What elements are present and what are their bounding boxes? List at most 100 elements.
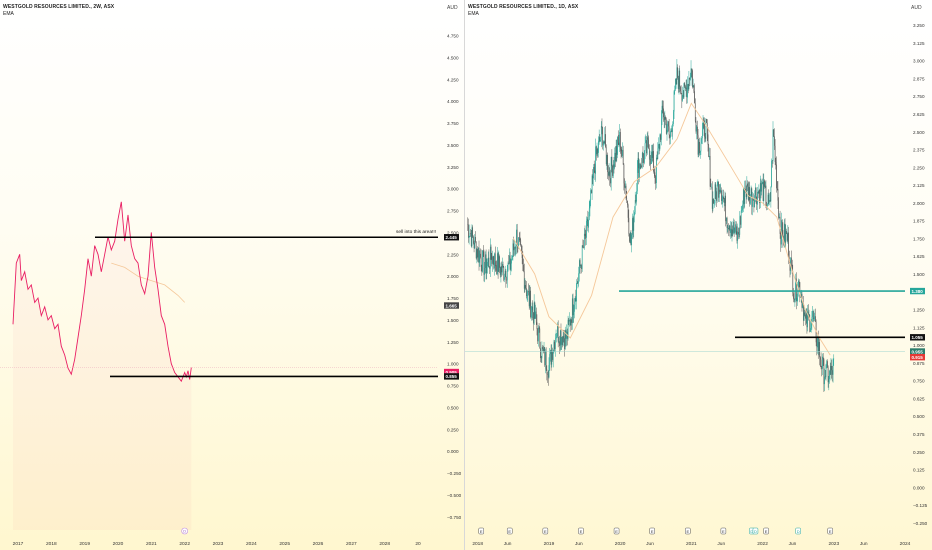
candle-body: [535, 311, 536, 319]
candle-body: [653, 151, 654, 172]
candle-body: [560, 330, 562, 345]
candle-body: [511, 258, 512, 264]
candle-body: [494, 253, 496, 266]
candle-body: [564, 338, 565, 350]
chart-pane-left[interactable]: WESTGOLD RESOURCES LIMITED., 2W, ASX EMA…: [0, 0, 465, 550]
candle-body: [685, 87, 687, 89]
candle-body: [829, 370, 831, 375]
candle-body: [571, 298, 573, 323]
candle-body: [487, 257, 489, 262]
candle-body: [738, 232, 739, 235]
candle-body: [542, 348, 544, 352]
candle-body: [669, 134, 671, 138]
candle-body: [639, 163, 640, 178]
candle-body: [611, 156, 613, 166]
candle-body: [694, 91, 695, 104]
y-tick-label: 0.000: [447, 449, 459, 454]
candle-body: [782, 230, 784, 241]
candle-body: [646, 140, 647, 154]
candle-body: [675, 78, 677, 85]
candle-body: [656, 157, 657, 184]
x-tick-label: 2028: [379, 541, 390, 547]
candle-body: [730, 228, 732, 237]
candle-body: [693, 85, 695, 92]
candle-body: [786, 230, 787, 234]
candle-body: [673, 111, 674, 125]
earnings-event-marker: [827, 527, 833, 535]
event-marker-label: D: [183, 529, 186, 534]
candle-body: [755, 187, 757, 198]
y-tick-label: 3.125: [913, 41, 925, 46]
candle-body: [731, 229, 733, 237]
candle-body: [832, 359, 834, 375]
candle-body: [747, 183, 748, 187]
candle-body: [773, 129, 775, 137]
candle-body: [532, 306, 534, 313]
candle-body: [673, 91, 675, 112]
candle-body: [577, 281, 579, 284]
candle-body: [598, 137, 600, 141]
candle-body: [752, 197, 754, 201]
chart-canvas-right[interactable]: AUD 3.250 3.125 3.000 2.875 2.750 2.625 2.500 2.…: [465, 0, 932, 550]
candle-body: [822, 356, 823, 369]
earnings-event-marker: [506, 527, 513, 535]
candle-body: [595, 146, 597, 155]
candle-body: [531, 306, 533, 311]
candle-body: [692, 85, 694, 88]
price-label-box: [910, 287, 925, 295]
candle-body: [651, 151, 653, 158]
candle-body: [610, 156, 612, 184]
currency-label: AUD: [911, 5, 922, 11]
candle-body: [605, 134, 606, 147]
candle-body: [515, 245, 517, 249]
candle-body: [737, 232, 739, 241]
candle-body: [688, 77, 690, 90]
candle-body: [707, 134, 709, 145]
candle-body: [756, 197, 758, 205]
candle-body: [753, 200, 755, 208]
candle-body: [625, 185, 627, 199]
candle-body: [534, 302, 536, 319]
candle-body: [557, 324, 559, 342]
candle-body: [616, 146, 618, 155]
candle-body: [687, 84, 688, 98]
candle-body: [518, 237, 520, 239]
candle-body: [825, 364, 827, 378]
candle-body: [665, 119, 667, 134]
candle-body: [514, 247, 516, 249]
candle-body: [764, 180, 765, 187]
candle-body: [575, 298, 577, 302]
candle-body: [620, 149, 622, 152]
price-label-box: [444, 234, 459, 241]
candle-body: [754, 187, 756, 196]
candle-body: [592, 175, 594, 179]
candle-body: [650, 159, 652, 164]
earnings-event-marker: [578, 527, 584, 535]
chart-canvas-left[interactable]: AUD 4.750 4.500 4.250 4.000 3.750 3.500 3.250 3.…: [0, 0, 464, 550]
candle-body: [694, 103, 696, 122]
candle-body: [557, 324, 558, 337]
candle-body: [713, 198, 714, 204]
x-tick-label: 2018: [46, 541, 57, 547]
candle-body: [683, 83, 685, 98]
candle-body: [610, 178, 611, 184]
candle-body: [475, 236, 476, 242]
candle-body: [823, 359, 825, 385]
candle-body: [486, 266, 488, 274]
y-tick-label: 2.125: [913, 183, 925, 188]
candle-body: [726, 217, 727, 222]
candle-body: [644, 143, 646, 152]
ema-line: [512, 102, 831, 356]
candle-body: [537, 328, 539, 342]
candle-body: [581, 265, 582, 270]
candle-body: [735, 224, 737, 232]
chart-pane-right[interactable]: WESTGOLD RESOURCES LIMITED., 1D, ASX EMA…: [465, 0, 932, 550]
candle-body: [721, 199, 723, 201]
candle-body: [818, 342, 820, 352]
y-tick-label: 1.125: [913, 325, 925, 330]
candle-body: [509, 255, 510, 264]
event-marker-label: E: [580, 529, 583, 534]
x-tick-label: Jun: [717, 541, 725, 547]
candle-body: [572, 298, 574, 316]
candle-body: [638, 158, 640, 178]
